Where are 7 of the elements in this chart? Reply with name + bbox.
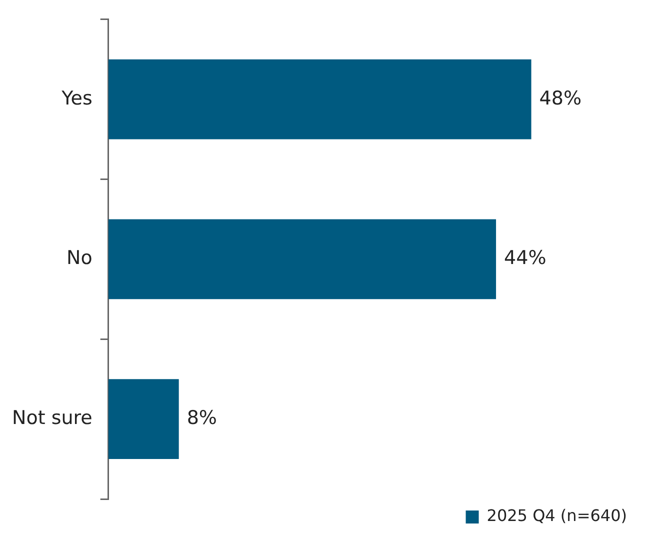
data-label: 48% xyxy=(539,87,582,110)
data-label: 44% xyxy=(504,247,546,270)
y-tick-label: Not sure xyxy=(12,407,92,430)
legend-label: 2025 Q4 (n=640) xyxy=(486,506,627,526)
data-label: 8% xyxy=(186,407,217,430)
y-tick-label: No xyxy=(66,247,92,270)
y-tick-label: Yes xyxy=(60,87,92,110)
